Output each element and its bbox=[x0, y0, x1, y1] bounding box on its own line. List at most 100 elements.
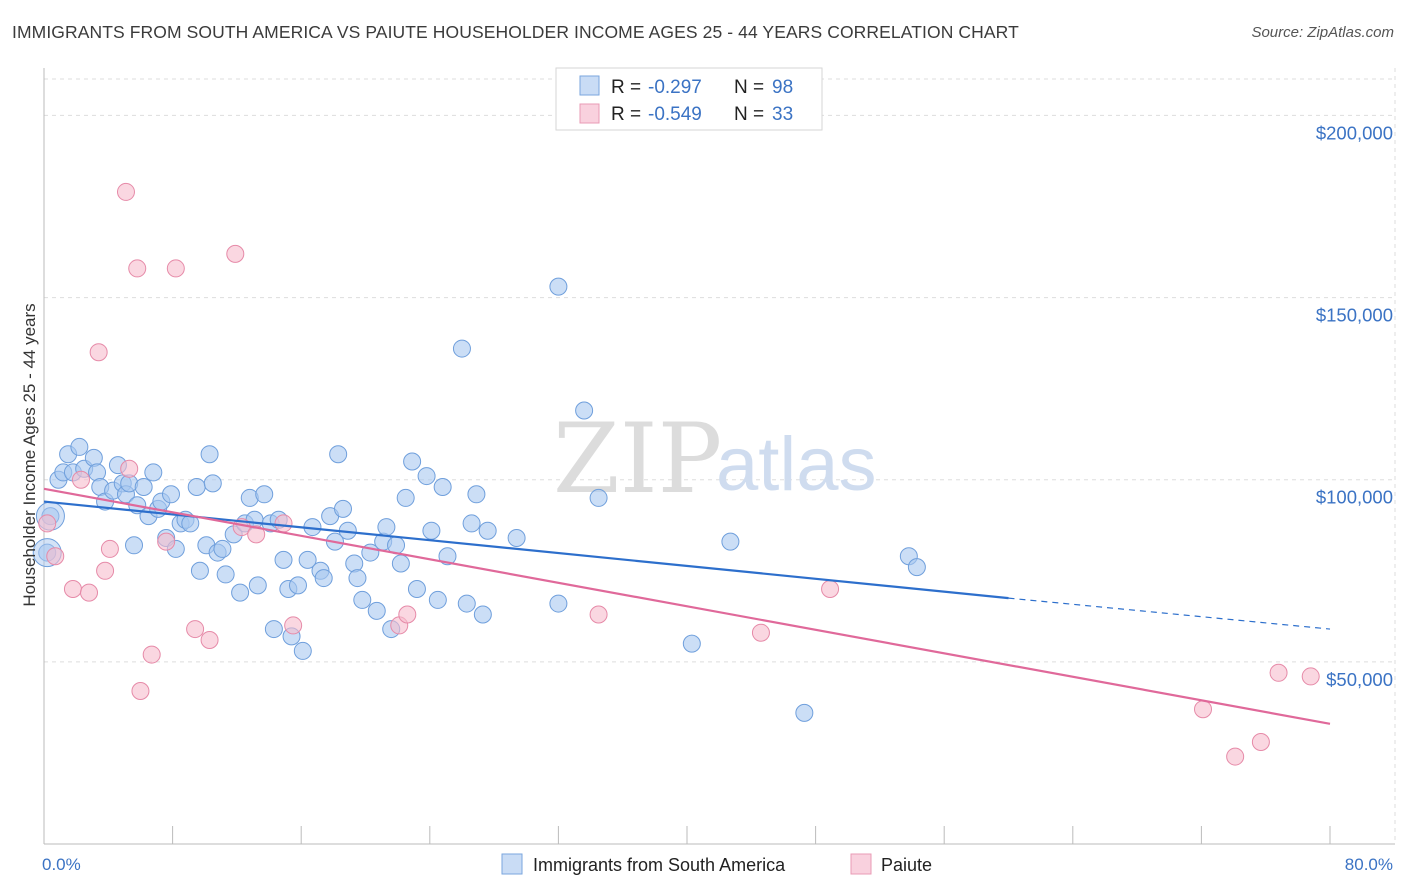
chart-title: IMMIGRANTS FROM SOUTH AMERICA VS PAIUTE … bbox=[12, 22, 1019, 42]
data-point-paiute bbox=[100, 539, 119, 558]
data-point-immigrants bbox=[391, 554, 410, 573]
y-axis-title: Householder Income Ages 25 - 44 years bbox=[20, 303, 39, 606]
series-legend: Immigrants from South America Paiute bbox=[501, 853, 932, 875]
data-point-immigrants bbox=[293, 641, 312, 660]
data-point-immigrants bbox=[478, 521, 497, 540]
data-point-immigrants bbox=[298, 550, 317, 569]
trend-line-paiute bbox=[43, 487, 1331, 725]
data-point-immigrants bbox=[161, 485, 180, 504]
data-point-immigrants bbox=[428, 590, 447, 609]
data-point-paiute bbox=[80, 583, 99, 602]
data-point-immigrants bbox=[549, 277, 568, 296]
data-point-paiute bbox=[166, 259, 185, 278]
legend-item-paiute-swatch bbox=[850, 853, 872, 875]
legend-frame bbox=[555, 67, 823, 131]
data-point-immigrants bbox=[314, 569, 333, 588]
data-point-immigrants bbox=[403, 452, 422, 471]
data-point-immigrants bbox=[377, 518, 396, 537]
data-point-immigrants bbox=[433, 478, 452, 496]
data-point-paiute bbox=[200, 631, 219, 649]
axes bbox=[43, 68, 1395, 845]
data-point-paiute bbox=[274, 514, 293, 533]
trend-lines bbox=[43, 487, 1331, 725]
data-point-paiute bbox=[1269, 663, 1288, 682]
data-point-paiute bbox=[226, 244, 245, 263]
data-point-paiute bbox=[247, 525, 266, 544]
legend-item-immigrants-label: Immigrants from South America bbox=[533, 855, 786, 875]
data-point-immigrants bbox=[589, 488, 608, 507]
data-point-immigrants bbox=[288, 576, 307, 595]
data-point-immigrants bbox=[329, 445, 348, 464]
data-point-immigrants bbox=[575, 401, 594, 420]
data-point-immigrants bbox=[213, 539, 232, 558]
y-tick-label: $150,000 bbox=[1316, 305, 1393, 326]
series-paiute-points bbox=[38, 182, 1320, 766]
data-point-immigrants bbox=[345, 554, 364, 573]
y-tick-labels: $50,000 $100,000 $150,000 $200,000 bbox=[1316, 122, 1393, 689]
data-point-immigrants bbox=[187, 478, 206, 496]
data-point-immigrants bbox=[549, 594, 568, 613]
data-point-paiute bbox=[142, 645, 161, 664]
data-point-immigrants bbox=[333, 499, 352, 518]
data-point-paiute bbox=[1194, 700, 1213, 719]
legend-r-label-2: R = bbox=[611, 104, 641, 125]
data-point-immigrants bbox=[438, 547, 457, 566]
data-point-immigrants bbox=[70, 437, 89, 456]
legend-n-label-1: N = bbox=[734, 77, 764, 98]
data-point-immigrants bbox=[422, 521, 441, 540]
data-point-immigrants bbox=[367, 601, 386, 620]
data-point-immigrants bbox=[473, 605, 492, 624]
legend-r-label-1: R = bbox=[611, 77, 641, 98]
data-point-paiute bbox=[1226, 747, 1245, 766]
data-point-immigrants bbox=[264, 620, 283, 639]
data-point-paiute bbox=[398, 605, 417, 624]
data-point-immigrants bbox=[467, 485, 486, 504]
correlation-legend: R = -0.297 N = 98 R = -0.549 N = 33 bbox=[555, 67, 823, 131]
trend-line-immigrants-extension bbox=[1008, 597, 1331, 630]
source-label: Source: ZipAtlas.com bbox=[1251, 24, 1394, 41]
data-point-immigrants bbox=[507, 529, 526, 547]
data-point-immigrants bbox=[190, 561, 209, 580]
x-tick-labels: 0.0% 80.0% bbox=[42, 855, 1393, 874]
data-point-paiute bbox=[284, 616, 303, 635]
data-point-immigrants bbox=[462, 514, 481, 533]
data-point-paiute bbox=[38, 514, 57, 533]
data-point-immigrants bbox=[84, 448, 103, 467]
data-point-paiute bbox=[821, 580, 840, 598]
data-point-paiute bbox=[120, 459, 139, 478]
legend-r-value-2: -0.549 bbox=[648, 104, 702, 125]
data-point-immigrants bbox=[795, 703, 814, 722]
y-tick-label: $200,000 bbox=[1316, 122, 1393, 143]
data-point-immigrants bbox=[200, 445, 219, 464]
data-point-immigrants bbox=[248, 576, 267, 595]
data-point-paiute bbox=[116, 182, 135, 201]
data-point-immigrants bbox=[721, 532, 740, 551]
data-point-immigrants bbox=[231, 583, 250, 602]
data-point-paiute bbox=[186, 620, 205, 639]
data-point-immigrants bbox=[144, 463, 163, 482]
watermark-atlas: atlas bbox=[716, 422, 877, 507]
data-point-paiute bbox=[96, 561, 115, 580]
legend-item-immigrants-swatch bbox=[501, 853, 523, 875]
data-point-immigrants bbox=[125, 536, 144, 555]
legend-item-paiute-label: Paiute bbox=[881, 855, 932, 875]
data-point-paiute bbox=[71, 470, 90, 489]
data-point-immigrants bbox=[452, 339, 471, 358]
data-point-immigrants bbox=[407, 580, 426, 598]
data-point-paiute bbox=[589, 605, 608, 624]
legend-n-value-2: 33 bbox=[772, 104, 793, 125]
y-tick-label: $50,000 bbox=[1326, 669, 1393, 690]
data-point-immigrants bbox=[353, 590, 372, 609]
legend-n-label-2: N = bbox=[734, 104, 764, 125]
watermark-zip: ZIP bbox=[553, 403, 722, 515]
data-point-immigrants bbox=[134, 478, 153, 496]
data-point-paiute bbox=[751, 623, 770, 642]
data-point-immigrants bbox=[255, 485, 274, 504]
x-tick-label-start: 0.0% bbox=[42, 855, 81, 874]
legend-n-value-1: 98 bbox=[772, 77, 793, 98]
data-point-paiute bbox=[46, 547, 65, 566]
data-point-paiute bbox=[157, 532, 176, 551]
data-point-immigrants bbox=[274, 550, 293, 569]
data-point-immigrants bbox=[417, 467, 436, 486]
